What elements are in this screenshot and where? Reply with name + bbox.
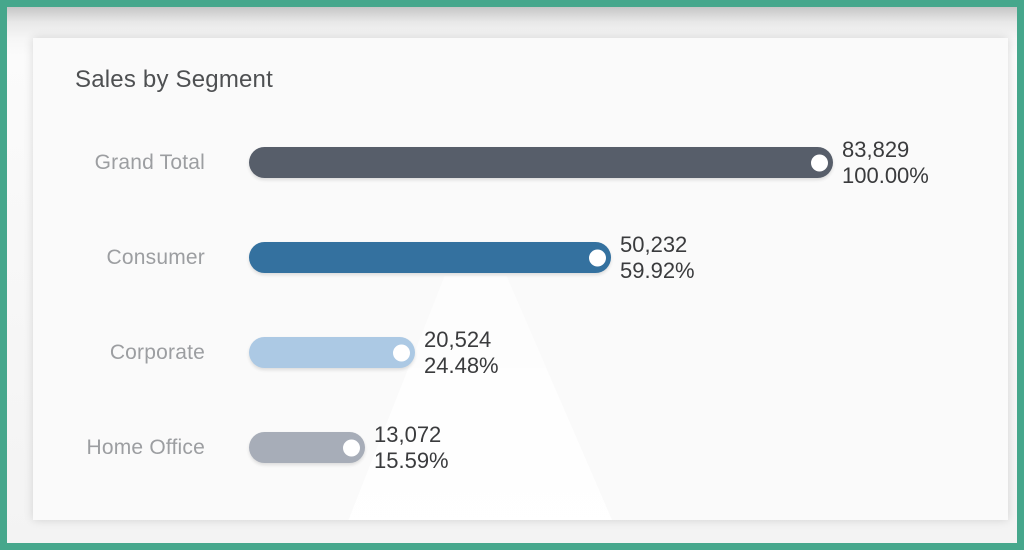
bar-area: 13,072 15.59% bbox=[249, 422, 998, 473]
circle-marker-icon[interactable] bbox=[589, 249, 606, 266]
category-label: Home Office bbox=[86, 435, 205, 459]
value-label: 83,829 bbox=[842, 136, 910, 162]
circle-marker-icon[interactable] bbox=[393, 344, 410, 361]
chart-title: Sales by Segment bbox=[75, 66, 273, 93]
value-labels: 20,524 24.48% bbox=[424, 327, 499, 379]
value-labels: 50,232 59.92% bbox=[620, 232, 695, 284]
chart-row: Consumer 50,232 59.92% bbox=[33, 232, 998, 283]
chart-row: Grand Total 83,829 100.00% bbox=[33, 137, 998, 188]
circle-marker-icon[interactable] bbox=[343, 439, 360, 456]
chart-row: Home Office 13,072 15.59% bbox=[33, 422, 998, 473]
value-labels: 13,072 15.59% bbox=[374, 422, 449, 474]
percent-label: 15.59% bbox=[374, 447, 449, 473]
segment-bar-grand-total[interactable] bbox=[249, 147, 833, 178]
value-label: 50,232 bbox=[620, 231, 688, 257]
percent-label: 59.92% bbox=[620, 257, 695, 283]
value-labels: 83,829 100.00% bbox=[842, 137, 929, 189]
bar-area: 50,232 59.92% bbox=[249, 232, 998, 283]
category-label: Consumer bbox=[106, 245, 205, 269]
bar-chart-rows: Grand Total 83,829 100.00% Consumer 50,2… bbox=[33, 137, 998, 527]
value-label: 13,072 bbox=[374, 421, 442, 447]
segment-bar-corporate[interactable] bbox=[249, 337, 415, 368]
segment-bar-consumer[interactable] bbox=[249, 242, 611, 273]
bar-area: 83,829 100.00% bbox=[249, 137, 998, 188]
segment-bar-home-office[interactable] bbox=[249, 432, 365, 463]
percent-label: 24.48% bbox=[424, 352, 499, 378]
category-label: Corporate bbox=[109, 340, 205, 364]
chart-row: Corporate 20,524 24.48% bbox=[33, 327, 998, 378]
circle-marker-icon[interactable] bbox=[811, 154, 828, 171]
percent-label: 100.00% bbox=[842, 162, 929, 188]
bar-area: 20,524 24.48% bbox=[249, 327, 998, 378]
chart-card: Sales by Segment Grand Total 83,829 100.… bbox=[33, 38, 1008, 520]
category-label: Grand Total bbox=[94, 150, 205, 174]
value-label: 20,524 bbox=[424, 326, 492, 352]
